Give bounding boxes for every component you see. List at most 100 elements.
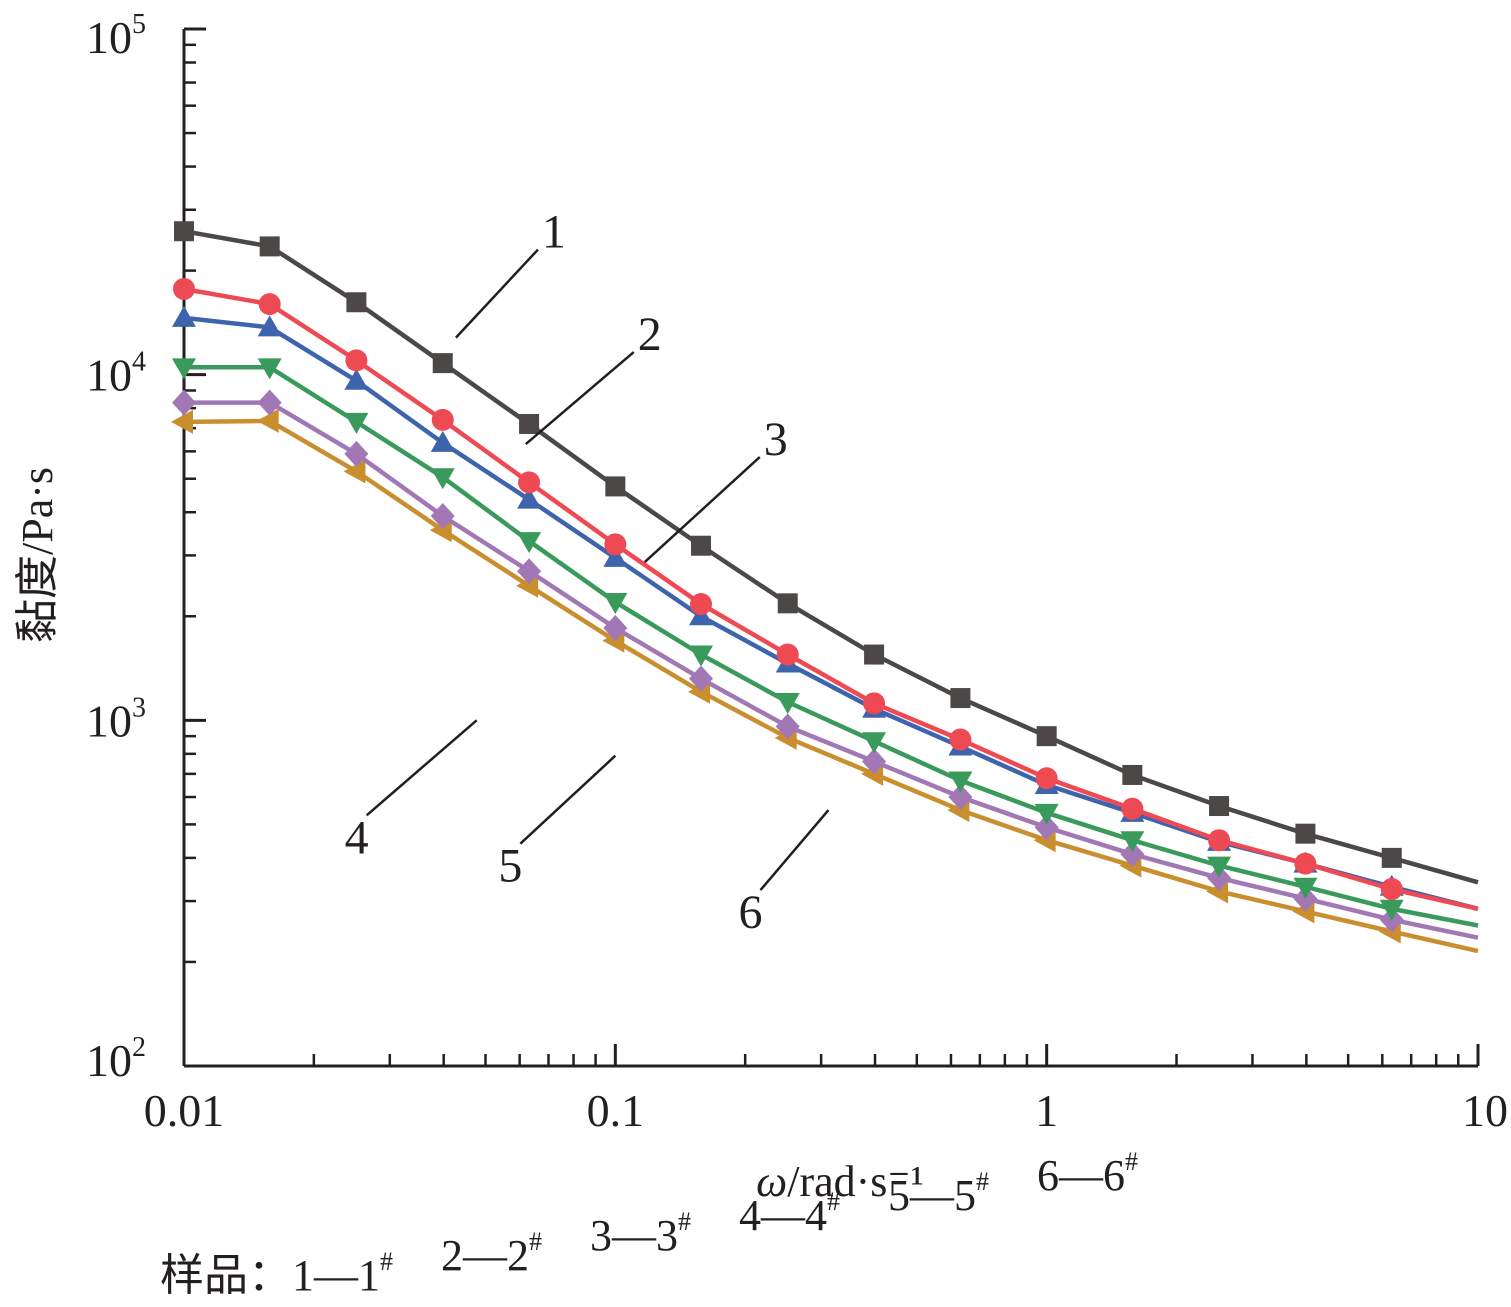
series-4 bbox=[172, 358, 1479, 928]
data-point bbox=[691, 535, 712, 556]
data-point bbox=[518, 471, 541, 494]
curve-label-2: 2 bbox=[638, 308, 662, 361]
series-1 bbox=[174, 221, 1479, 885]
series-line bbox=[183, 286, 1479, 911]
data-point bbox=[862, 748, 887, 775]
data-point bbox=[432, 353, 453, 374]
data-point bbox=[603, 614, 628, 641]
series-5 bbox=[172, 389, 1479, 940]
series-line bbox=[183, 228, 1479, 885]
data-point bbox=[171, 409, 193, 434]
data-point bbox=[1122, 764, 1143, 785]
curve-label-5: 5 bbox=[498, 840, 522, 893]
data-point bbox=[1120, 841, 1145, 868]
leader-line bbox=[759, 809, 830, 891]
curve-label-4: 4 bbox=[345, 811, 369, 864]
data-point bbox=[862, 732, 887, 754]
data-point bbox=[344, 440, 369, 467]
data-point bbox=[1294, 852, 1317, 875]
data-point bbox=[343, 459, 366, 484]
y-tick-label: 104 bbox=[86, 347, 146, 401]
data-point bbox=[1035, 767, 1058, 790]
data-point bbox=[775, 713, 800, 740]
data-point bbox=[1381, 847, 1402, 868]
data-point bbox=[949, 728, 972, 751]
leader-line bbox=[519, 754, 617, 845]
data-point bbox=[430, 430, 455, 452]
data-point bbox=[517, 558, 542, 585]
data-point bbox=[256, 408, 279, 433]
data-point bbox=[344, 412, 369, 434]
leader-line bbox=[365, 719, 478, 817]
data-point bbox=[1121, 797, 1144, 820]
data-point bbox=[776, 643, 799, 666]
data-point bbox=[430, 503, 455, 530]
data-point bbox=[1034, 814, 1059, 841]
data-point bbox=[603, 592, 628, 614]
data-point bbox=[346, 292, 367, 313]
y-tick-label: 105 bbox=[86, 9, 146, 63]
series-line bbox=[183, 315, 1479, 911]
data-point bbox=[519, 413, 540, 434]
data-point bbox=[172, 389, 196, 416]
data-point bbox=[1034, 803, 1059, 825]
data-point bbox=[775, 692, 800, 714]
x-tick-label: 0.1 bbox=[587, 1085, 645, 1136]
data-point bbox=[344, 368, 369, 390]
series-layer bbox=[171, 221, 1479, 954]
y-tick-label: 102 bbox=[86, 1032, 146, 1086]
leader-line bbox=[524, 351, 635, 445]
data-point bbox=[1295, 823, 1316, 844]
data-point bbox=[257, 315, 282, 337]
data-point bbox=[1209, 796, 1230, 817]
data-point bbox=[259, 236, 280, 257]
leader-line bbox=[643, 456, 761, 563]
x-axis-title: ω/rad·s⁻¹ bbox=[756, 1157, 924, 1206]
data-point bbox=[689, 665, 714, 692]
data-point bbox=[864, 644, 885, 665]
data-point bbox=[604, 533, 627, 556]
data-point bbox=[1379, 899, 1404, 921]
data-point bbox=[863, 692, 886, 715]
data-point bbox=[258, 293, 281, 316]
series-line bbox=[184, 365, 1479, 928]
y-axis-title: 黏度/Pa·s bbox=[13, 467, 62, 643]
data-point bbox=[1208, 829, 1231, 852]
data-point bbox=[1293, 877, 1318, 899]
data-point bbox=[777, 593, 798, 614]
x-tick-label: 0.01 bbox=[144, 1085, 225, 1136]
series-line bbox=[184, 400, 1479, 940]
series-6 bbox=[171, 408, 1479, 954]
data-point bbox=[431, 408, 454, 431]
data-point bbox=[1036, 726, 1057, 747]
data-point bbox=[517, 532, 542, 554]
leader-line bbox=[455, 248, 539, 339]
data-point bbox=[345, 349, 368, 372]
data-point bbox=[948, 784, 973, 811]
data-point bbox=[257, 358, 282, 380]
series-line bbox=[183, 418, 1479, 954]
data-point bbox=[689, 645, 714, 667]
curve-label-6: 6 bbox=[738, 886, 762, 939]
data-point bbox=[1120, 831, 1145, 853]
data-point bbox=[517, 487, 542, 509]
series-2 bbox=[173, 277, 1479, 911]
x-tick-label: 1 bbox=[1035, 1085, 1058, 1136]
data-point bbox=[1207, 856, 1232, 878]
x-tick-label: 10 bbox=[1462, 1085, 1508, 1136]
data-point bbox=[1207, 864, 1232, 891]
data-point bbox=[257, 389, 282, 416]
y-tick-label: 103 bbox=[86, 692, 146, 746]
curve-label-1: 1 bbox=[542, 206, 566, 259]
data-point bbox=[172, 358, 196, 380]
data-point bbox=[430, 468, 455, 490]
curve-label-3: 3 bbox=[764, 413, 788, 466]
data-point bbox=[174, 221, 194, 242]
legend: 样品：1—1# 2—2# 3—3# 4—4# 5—5# 6—6# bbox=[160, 1147, 1138, 1300]
curve-labels: 1 2 3 4 5 6 bbox=[345, 206, 830, 939]
data-point bbox=[950, 688, 971, 709]
data-point bbox=[172, 305, 196, 327]
data-point bbox=[605, 476, 626, 497]
data-point bbox=[173, 277, 195, 300]
